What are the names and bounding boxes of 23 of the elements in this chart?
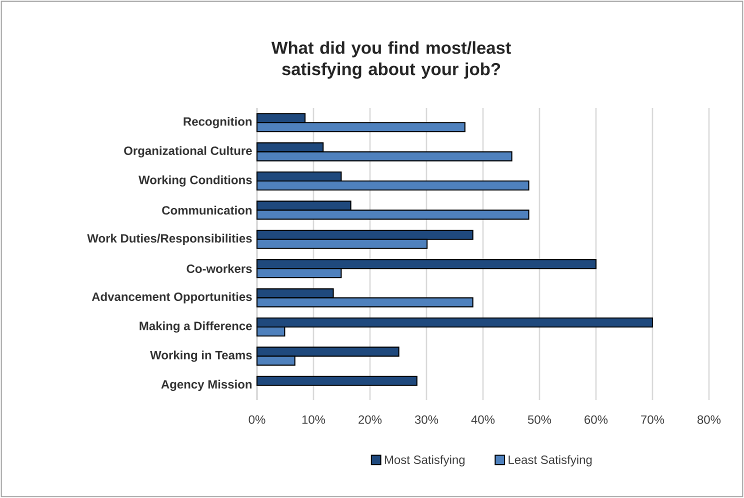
x-tick-label: 70% — [641, 415, 664, 424]
x-tick-label: 80% — [697, 415, 721, 424]
y-tick-label: Recognition — [184, 116, 252, 128]
x-tick-label: 30% — [414, 415, 438, 424]
x-tick-label: 50% — [528, 415, 552, 424]
x-tick-label: 0% — [248, 415, 266, 424]
y-tick-label: Advancement Opportunities — [92, 292, 252, 304]
y-tick-label: Working in Teams — [150, 350, 252, 362]
y-tick-label: Organizational Culture — [124, 146, 252, 158]
legend-label: Most Satisfying — [384, 455, 465, 466]
x-tick-label: 20% — [358, 415, 382, 424]
y-tick-label: Making a Difference — [140, 321, 252, 333]
bar — [256, 376, 418, 386]
y-tick-label: Co-workers — [186, 264, 252, 274]
x-tick-label: 10% — [302, 415, 326, 424]
legend-label: Least Satisfying — [508, 455, 592, 466]
y-tick-label: Communication — [162, 206, 252, 215]
y-tick-label: Work Duties/Responsibilities — [87, 234, 252, 245]
chart-title: What did you find most/least satisfying about your job? — [271, 41, 511, 79]
x-tick-label: 40% — [471, 415, 495, 424]
y-tick-label: Agency Mission — [161, 380, 252, 392]
x-tick-label: 60% — [584, 415, 608, 424]
y-tick-label: Working Conditions — [138, 175, 252, 187]
